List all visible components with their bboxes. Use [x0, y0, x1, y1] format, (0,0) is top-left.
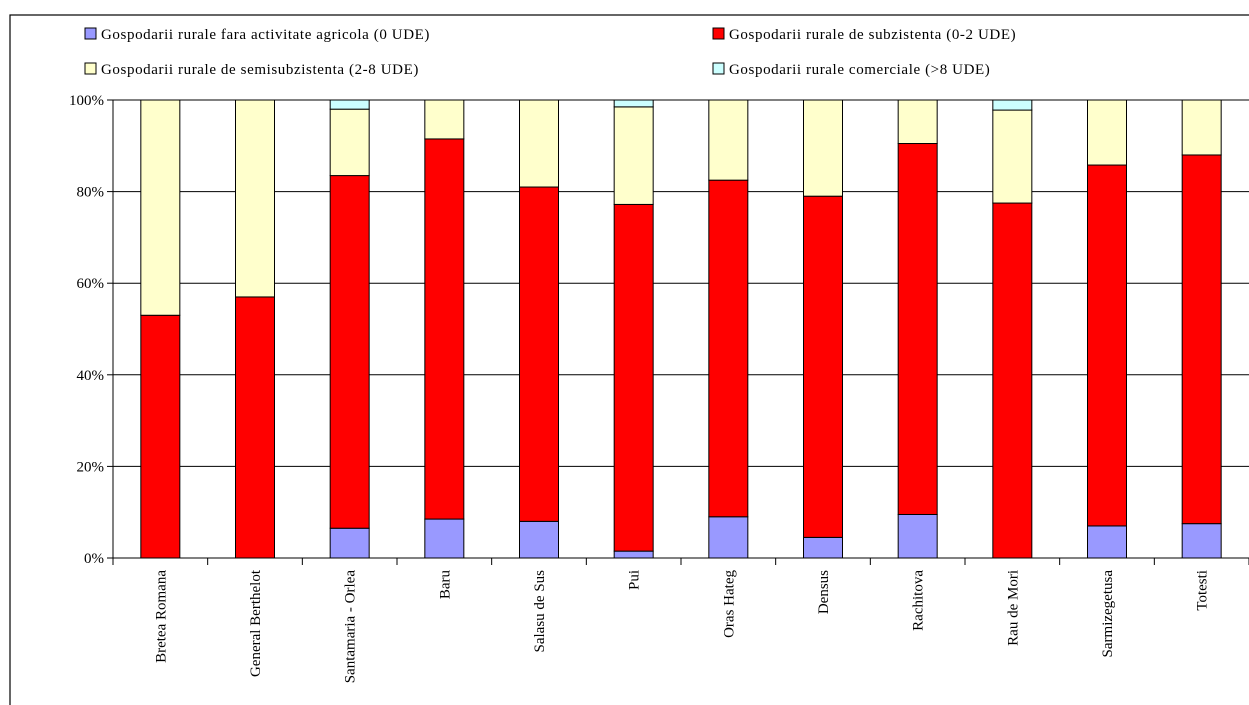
- bar-segment-8-0: [897, 513, 938, 559]
- y-tick-label-2: 40%: [77, 368, 105, 384]
- bar-segment-2-0: [329, 527, 370, 559]
- bar-segment-4-1: [519, 186, 559, 522]
- bar-segment-5-1: [613, 203, 654, 552]
- bar-segment-6-0: [708, 516, 749, 559]
- legend-swatch-0: [84, 27, 97, 40]
- legend-swatch-1: [712, 27, 725, 40]
- legend-label-2: Gospodarii rurale de semisubzistenta (2-…: [101, 62, 419, 78]
- legend-swatch-2: [84, 62, 97, 75]
- bar-segment-6-1: [708, 179, 749, 518]
- bar-segment-3-2: [424, 99, 465, 140]
- bar-segment-10-2: [1087, 99, 1127, 166]
- x-tick-label-7: Densus: [816, 570, 832, 614]
- plot-area: 0% 20% 40% 60% 80% 100% Bretea Romana General B…: [69, 93, 1249, 683]
- x-tick-label-0: Bretea Romana: [153, 570, 169, 663]
- bar-segment-11-2: [1181, 99, 1222, 156]
- bar-segment-8-1: [897, 143, 938, 515]
- bar-segment-7-0: [803, 536, 843, 559]
- bar-segment-6-2: [708, 99, 749, 181]
- x-tick-label-2: Santamaria - Orlea: [343, 570, 359, 684]
- y-tick-label-5: 100%: [69, 93, 104, 109]
- bar-segment-2-1: [329, 175, 370, 529]
- x-tick-label-5: Pui: [627, 570, 643, 590]
- bar-segment-9-2: [992, 109, 1033, 204]
- bar-segment-0-2: [140, 99, 181, 316]
- bar-segment-10-0: [1087, 525, 1127, 559]
- bar-segment-3-1: [424, 138, 465, 520]
- x-tick-label-6: Oras Hateg: [721, 570, 737, 638]
- x-tick-label-3: Baru: [437, 570, 453, 600]
- legend-swatch-3: [712, 62, 725, 75]
- y-tick-label-1: 20%: [77, 459, 105, 475]
- legend: Gospodarii rurale fara activitate agrico…: [84, 27, 1016, 78]
- bar-segment-8-2: [897, 99, 938, 145]
- x-tick-label-4: Salasu de Sus: [532, 570, 548, 653]
- legend-label-3: Gospodarii rurale comerciale (>8 UDE): [729, 62, 990, 78]
- bar-segment-5-2: [613, 106, 654, 205]
- bar-segment-5-3: [613, 99, 654, 108]
- x-tick-label-1: General Berthelot: [248, 569, 264, 677]
- x-tick-label-8: Rachitova: [911, 570, 927, 631]
- bar-segment-1-2: [235, 99, 275, 298]
- bar-segment-11-0: [1181, 523, 1222, 559]
- y-tick-label-0: 0%: [84, 551, 104, 567]
- bar-segment-4-0: [519, 520, 559, 559]
- y-tick-label-4: 80%: [77, 185, 105, 201]
- bar-segment-1-1: [235, 296, 275, 559]
- bar-segment-0-1: [140, 314, 181, 559]
- bar-segment-11-1: [1181, 154, 1222, 525]
- x-tick-label-10: Sarmizegetusa: [1100, 570, 1116, 658]
- bar-segment-2-3: [329, 99, 370, 110]
- bar-segment-9-3: [992, 99, 1033, 111]
- bar-segment-2-2: [329, 108, 370, 177]
- bar-segment-4-2: [519, 99, 559, 188]
- bar-segment-9-1: [992, 202, 1033, 559]
- bar-segment-5-0: [613, 550, 654, 559]
- bar-segment-10-1: [1087, 164, 1127, 527]
- x-tick-label-11: Totesti: [1195, 570, 1211, 611]
- legend-label-1: Gospodarii rurale de subzistenta (0-2 UD…: [729, 27, 1016, 43]
- bar-segment-3-0: [424, 518, 465, 559]
- bar-segment-7-2: [803, 99, 843, 197]
- bar-segment-7-1: [803, 195, 843, 538]
- y-tick-label-3: 60%: [77, 276, 105, 292]
- x-tick-label-9: Rau de Mori: [1005, 570, 1021, 646]
- legend-label-0: Gospodarii rurale fara activitate agrico…: [101, 27, 430, 43]
